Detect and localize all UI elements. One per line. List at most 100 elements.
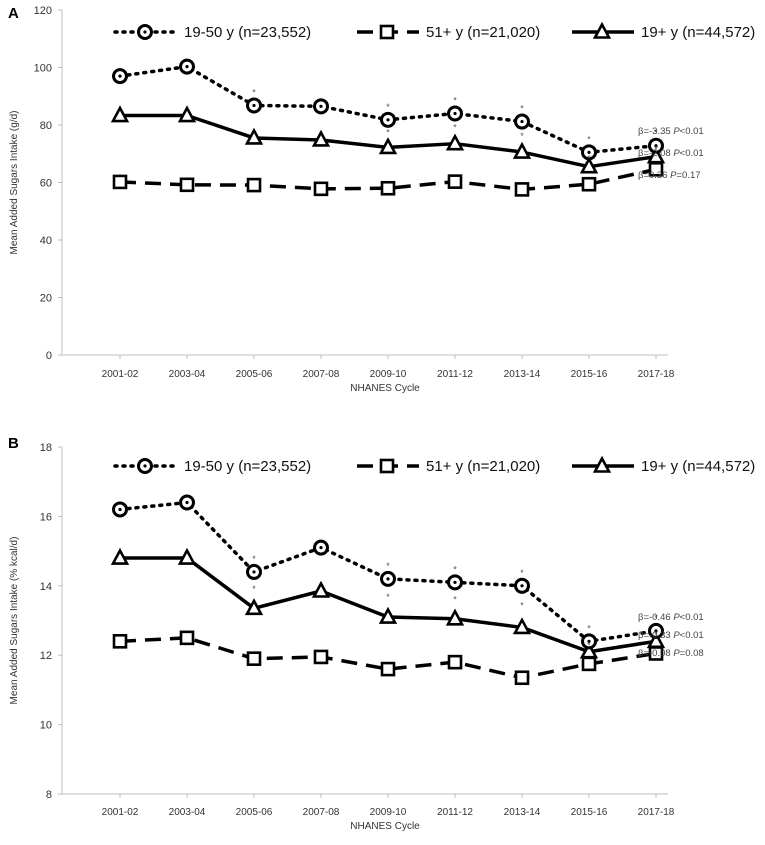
chart-panel-a: A 0 20 40 60 80 100 120 2001-02 2003-04 2005-06 200… xyxy=(8,5,755,394)
significance-marker: * xyxy=(453,96,457,106)
significance-marker: * xyxy=(520,601,524,611)
x-tick-label: 2015-16 xyxy=(571,807,608,818)
significance-marker: * xyxy=(386,561,390,571)
series-dotted-circle xyxy=(112,58,664,161)
significance-marker: * xyxy=(386,128,390,138)
data-point-dot xyxy=(386,118,390,122)
series-solid-triangle xyxy=(110,105,666,174)
panel-label: A xyxy=(8,5,19,22)
data-point xyxy=(112,501,128,518)
legend-label: 19-50 y (n=23,552) xyxy=(184,24,311,41)
data-point xyxy=(581,144,597,161)
data-point-dot xyxy=(587,639,591,643)
legend: 19-50 y (n=23,552) 51+ y (n=21,020) 19+ y … xyxy=(113,21,755,41)
data-point xyxy=(380,180,396,196)
trend-annotation: β=-0.46 P<0.01 xyxy=(638,612,704,623)
data-point xyxy=(311,580,331,598)
y-tick-label: 0 xyxy=(46,350,52,362)
legend-marker-dot xyxy=(143,464,147,468)
data-point xyxy=(246,177,262,193)
data-point-dot xyxy=(185,500,189,505)
data-point xyxy=(514,182,530,197)
x-tick-label: 2007-08 xyxy=(303,807,340,818)
x-tick-label: 2001-02 xyxy=(102,369,139,380)
trend-beta: β=-0.08 xyxy=(638,648,673,659)
legend-marker xyxy=(137,24,153,40)
data-point xyxy=(110,547,130,565)
y-tick-label: 120 xyxy=(34,5,52,17)
x-tick-label: 2017-18 xyxy=(638,807,675,818)
y-tick-label: 16 xyxy=(40,511,52,523)
x-tick-label: 2003-04 xyxy=(169,807,206,818)
data-point xyxy=(313,181,329,197)
series-line xyxy=(119,636,657,680)
trend-p-label: P xyxy=(673,148,680,159)
y-tick-label: 12 xyxy=(40,650,52,662)
data-point-dot xyxy=(453,580,457,584)
trend-annotation: β=-0.08 P=0.08 xyxy=(638,648,704,659)
series-line xyxy=(118,500,658,644)
legend-label: 51+ y (n=21,020) xyxy=(426,458,540,475)
trend-beta: β=-0.46 xyxy=(638,612,673,623)
legend-marker xyxy=(137,458,153,474)
series-dotted-circle xyxy=(112,494,664,650)
legend-marker-dot xyxy=(143,30,147,34)
x-axis-title: NHANES Cycle xyxy=(350,821,420,832)
series-dashed-square xyxy=(112,161,664,197)
data-point-dot xyxy=(118,507,122,512)
x-tick-label: 2003-04 xyxy=(169,369,206,380)
significance-marker: * xyxy=(453,564,457,574)
x-tick-label: 2009-10 xyxy=(370,369,407,380)
y-tick-label: 10 xyxy=(40,720,52,732)
significance-marker: * xyxy=(654,613,658,623)
trend-p-value: <0.01 xyxy=(680,630,704,641)
x-axis-title: NHANES Cycle xyxy=(350,383,420,394)
x-tick-label: 2013-14 xyxy=(504,369,541,380)
significance-marker: * xyxy=(587,623,591,633)
significance-marker: * xyxy=(252,554,256,564)
trend-p-value: <0.01 xyxy=(680,126,704,137)
data-point-dot xyxy=(319,546,323,550)
data-point xyxy=(177,547,197,565)
data-point xyxy=(581,656,597,672)
data-point-dot xyxy=(118,74,122,78)
trend-annotation: β=-0.33 P<0.01 xyxy=(638,630,704,641)
data-point xyxy=(648,137,664,154)
data-point-dot xyxy=(587,150,591,154)
legend-label: 19+ y (n=44,572) xyxy=(641,458,755,475)
y-tick-label: 18 xyxy=(40,442,52,454)
significance-marker: * xyxy=(654,630,658,640)
trend-p-label: P xyxy=(673,630,680,641)
data-point xyxy=(514,113,530,130)
data-point xyxy=(313,98,329,115)
data-point xyxy=(380,661,396,677)
significance-marker: * xyxy=(587,641,591,651)
data-point xyxy=(246,97,262,114)
x-tick-label: 2011-12 xyxy=(437,807,473,818)
trend-p-value: =0.17 xyxy=(677,170,701,181)
x-tick-label: 2013-14 xyxy=(504,807,541,818)
panel-label: B xyxy=(8,435,19,452)
data-point xyxy=(246,563,262,580)
legend-label: 19-50 y (n=23,552) xyxy=(184,458,311,475)
data-point xyxy=(112,68,128,85)
data-point-dot xyxy=(453,111,457,116)
data-point-dot xyxy=(654,144,658,148)
legend-marker xyxy=(379,24,395,40)
data-point xyxy=(112,174,128,190)
data-point xyxy=(110,105,130,123)
trend-annotation: β=-2.08 P<0.01 xyxy=(638,148,704,159)
data-point xyxy=(177,105,197,123)
y-tick-label: 60 xyxy=(40,178,52,190)
significance-marker: * xyxy=(453,595,457,605)
data-point xyxy=(445,133,465,151)
data-point-dot xyxy=(654,629,658,633)
significance-marker: * xyxy=(453,123,457,133)
data-point xyxy=(378,606,398,624)
data-point xyxy=(179,58,195,75)
data-point xyxy=(313,539,329,556)
y-tick-label: 80 xyxy=(40,120,52,132)
data-point xyxy=(512,141,532,159)
significance-marker: * xyxy=(520,104,524,114)
